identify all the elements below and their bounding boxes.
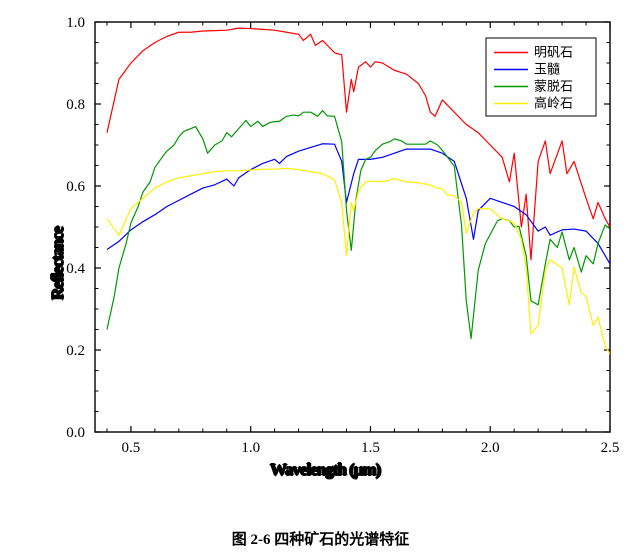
x-tick-label: 2.0 <box>481 440 500 456</box>
chart-container: 0.5 1.0 1.5 2.0 2.5 0.0 0.2 0.4 0.6 0.8 1.0 明矾石玉髓蒙脱… <box>0 0 641 560</box>
figure-caption: 图 2-6 四种矿石的光谱特征 <box>0 528 641 549</box>
legend-label: 蒙脱石 <box>534 79 573 94</box>
series-line <box>107 168 610 354</box>
legend-label: 明矾石 <box>534 45 573 60</box>
y-tick-label: 0.8 <box>66 97 85 113</box>
x-tick-label: 1.0 <box>241 440 260 456</box>
y-tick-label: 0.2 <box>66 343 85 359</box>
series-line <box>107 111 610 339</box>
y-tick-label: 1.0 <box>66 15 85 31</box>
y-tick-label: 0.6 <box>66 179 85 195</box>
y-tick-label: 0.4 <box>66 261 85 277</box>
legend-label: 高岭石 <box>534 96 573 111</box>
x-tick-label: 0.5 <box>122 440 141 456</box>
line-chart: 0.5 1.0 1.5 2.0 2.5 0.0 0.2 0.4 0.6 0.8 1.0 明矾石玉髓蒙脱… <box>0 0 641 480</box>
x-tick-label: 1.5 <box>361 440 380 456</box>
legend-label: 玉髓 <box>534 62 560 77</box>
y-tick-label: 0.0 <box>66 425 85 441</box>
x-tick-label: 2.5 <box>601 440 620 456</box>
y-axis-label: Reflectance <box>48 227 68 300</box>
x-axis-label: Wavelength (μm) <box>270 460 380 480</box>
